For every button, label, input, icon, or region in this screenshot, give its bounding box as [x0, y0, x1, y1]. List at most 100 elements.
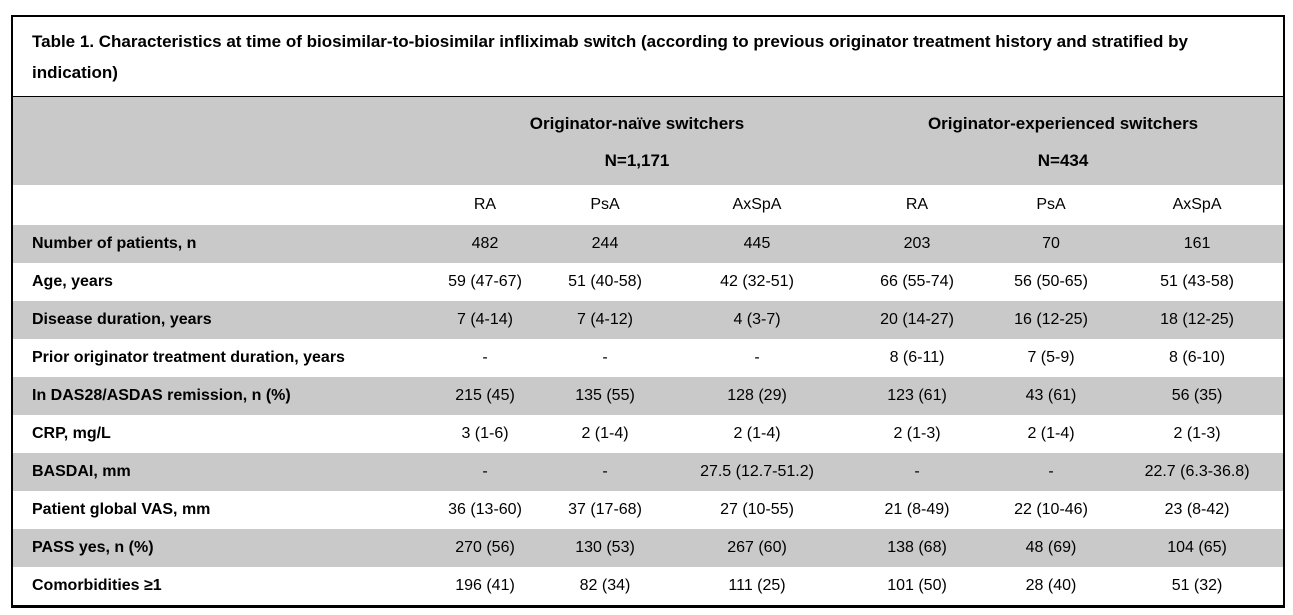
table-cell: 130 (53) [539, 529, 671, 567]
table-cell: 2 (1-4) [581, 425, 629, 442]
table-cell: 128 (29) [671, 377, 843, 415]
table-cell: 56 (35) [1111, 377, 1285, 415]
table-row: Age, years 59 (47-67) 51 (40-58) 42 (32-… [12, 263, 1284, 301]
table-row: PASS yes, n (%) 270 (56) 130 (53) 267 (6… [12, 529, 1285, 567]
column-header-ra-experienced: RA [843, 185, 991, 225]
group-header-experienced: Originator-experienced switchers N=434 [843, 96, 1285, 185]
table-cell: 27.5 (12.7-51.2) [671, 453, 843, 491]
table-cell: 51 (43-58) [1160, 273, 1234, 290]
table-cell: 23 (8-42) [1164, 501, 1230, 518]
column-header-axspa-naive: AxSpA [671, 185, 843, 225]
column-header-ra-naive: RA [431, 185, 539, 225]
table-cell: - [602, 349, 608, 366]
table-cell: 56 (50-65) [1014, 273, 1088, 290]
row-label: PASS yes, n (%) [12, 529, 431, 567]
table-cell: 101 (50) [887, 577, 947, 594]
column-header-spacer [12, 185, 431, 225]
table-row: In DAS28/ASDAS remission, n (%) 215 (45)… [12, 377, 1285, 415]
row-label: Comorbidities ≥1 [32, 577, 162, 594]
table-cell: 43 (61) [991, 377, 1111, 415]
row-label: Age, years [32, 273, 113, 290]
table-cell: 18 (12-25) [1111, 301, 1285, 339]
table-cell: 161 [1111, 225, 1285, 263]
table-cell: 445 [671, 225, 843, 263]
table-cell: 2 (1-4) [733, 425, 781, 442]
table-row: Number of patients, n 482 244 445 203 70… [12, 225, 1285, 263]
group-n-experienced: N=434 [1037, 150, 1089, 170]
table-cell: 2 (1-3) [893, 425, 941, 442]
table-cell: 21 (8-49) [884, 501, 950, 518]
table-cell: 7 (4-14) [431, 301, 539, 339]
row-label: In DAS28/ASDAS remission, n (%) [12, 377, 431, 415]
table-cell: 66 (55-74) [880, 273, 954, 290]
table-cell: 123 (61) [843, 377, 991, 415]
table-cell: - [843, 453, 991, 491]
table-cell: 2 (1-3) [1173, 425, 1221, 442]
table-cell: 70 [991, 225, 1111, 263]
table-row: Prior originator treatment duration, yea… [12, 339, 1284, 377]
column-header-psa-naive: PsA [539, 185, 671, 225]
table-cell: 27 (10-55) [720, 501, 794, 518]
table-cell: 244 [539, 225, 671, 263]
table-cell: 270 (56) [431, 529, 539, 567]
column-header-psa-experienced: PsA [991, 185, 1111, 225]
title-row: Table 1. Characteristics at time of bios… [12, 16, 1285, 97]
table-cell: - [482, 349, 488, 366]
table-cell: 8 (6-11) [889, 349, 945, 366]
table-cell: 8 (6-10) [1169, 349, 1226, 366]
table-cell: 196 (41) [455, 577, 515, 594]
table-cell: 203 [843, 225, 991, 263]
table-cell: - [991, 453, 1111, 491]
group-label-naive: Originator-naïve switchers [529, 113, 745, 133]
table-cell: 59 (47-67) [448, 273, 522, 290]
table-cell: 20 (14-27) [843, 301, 991, 339]
table-cell: 16 (12-25) [991, 301, 1111, 339]
table-cell: 4 (3-7) [671, 301, 843, 339]
group-label-experienced: Originator-experienced switchers [927, 113, 1199, 133]
row-label: Number of patients, n [12, 225, 431, 263]
table-cell: 7 (4-12) [539, 301, 671, 339]
row-label: Prior originator treatment duration, yea… [32, 349, 345, 366]
row-label: Disease duration, years [12, 301, 431, 339]
column-header-axspa-experienced: AxSpA [1111, 185, 1285, 225]
table-cell: 36 (13-60) [448, 501, 522, 518]
characteristics-table: Table 1. Characteristics at time of bios… [11, 15, 1286, 608]
table-row: CRP, mg/L 3 (1-6) 2 (1-4) 2 (1-4) 2 (1-3… [12, 415, 1284, 453]
table-cell: 267 (60) [671, 529, 843, 567]
table-cell: 51 (32) [1171, 577, 1223, 594]
row-label: BASDAI, mm [12, 453, 431, 491]
table-cell: 3 (1-6) [461, 425, 509, 442]
group-header-spacer [12, 96, 431, 185]
table-row: Comorbidities ≥1 196 (41) 82 (34) 111 (2… [12, 567, 1284, 607]
table-cell: 138 (68) [843, 529, 991, 567]
group-header-row: Originator-naïve switchers N=1,171 Origi… [12, 96, 1285, 185]
table-row: Patient global VAS, mm 36 (13-60) 37 (17… [12, 491, 1284, 529]
table-cell: 51 (40-58) [568, 273, 642, 290]
table-cell: 22.7 (6.3-36.8) [1111, 453, 1285, 491]
table-cell: 22 (10-46) [1014, 501, 1088, 518]
table-cell: 104 (65) [1111, 529, 1285, 567]
group-header-naive: Originator-naïve switchers N=1,171 [431, 96, 843, 185]
table-cell: 82 (34) [579, 577, 631, 594]
table-row: Disease duration, years 7 (4-14) 7 (4-12… [12, 301, 1285, 339]
table-title: Table 1. Characteristics at time of bios… [12, 16, 1285, 97]
table-cell: - [754, 349, 760, 366]
table-cell: 215 (45) [431, 377, 539, 415]
table-cell: 7 (5-9) [1027, 349, 1075, 366]
table-cell: 135 (55) [539, 377, 671, 415]
table-cell: 482 [431, 225, 539, 263]
table-cell: 42 (32-51) [720, 273, 794, 290]
table-cell: - [539, 453, 671, 491]
table-cell: 2 (1-4) [1027, 425, 1075, 442]
table-row: BASDAI, mm - - 27.5 (12.7-51.2) - - 22.7… [12, 453, 1285, 491]
table-cell: 111 (25) [728, 577, 786, 594]
table-cell: 37 (17-68) [568, 501, 642, 518]
column-header-row: RA PsA AxSpA RA PsA AxSpA [12, 185, 1285, 225]
group-n-naive: N=1,171 [604, 150, 670, 170]
table-cell: 48 (69) [991, 529, 1111, 567]
row-label: CRP, mg/L [32, 425, 111, 442]
row-label: Patient global VAS, mm [32, 501, 211, 518]
table-cell: 28 (40) [1025, 577, 1077, 594]
table-cell: - [431, 453, 539, 491]
